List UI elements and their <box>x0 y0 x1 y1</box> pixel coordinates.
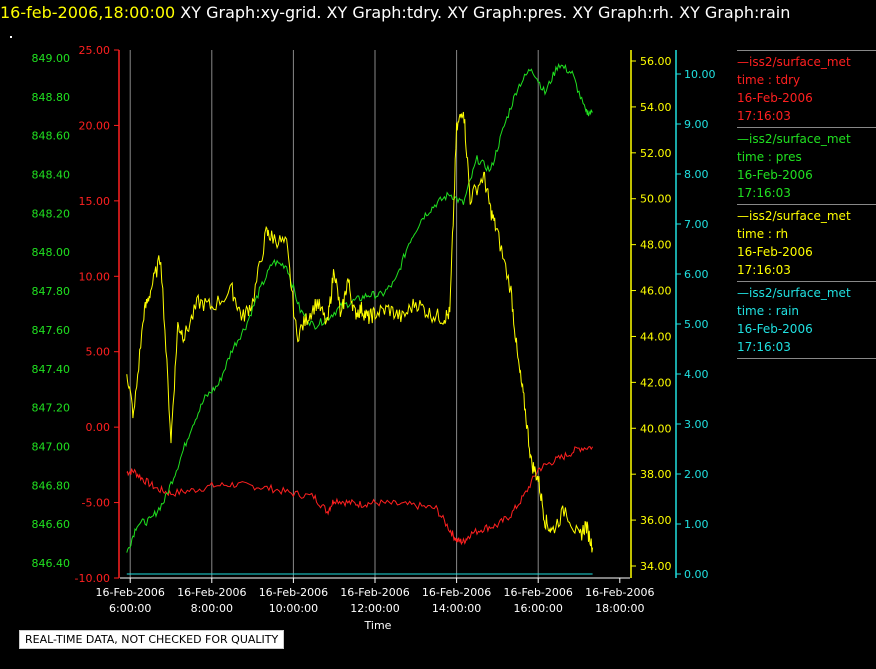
pres-y-tick-label: 846.80 <box>32 479 71 492</box>
pres-y-tick-label: 846.60 <box>32 518 71 531</box>
pres-y-tick-label: 846.40 <box>32 557 71 570</box>
pres-y-tick-label: 848.60 <box>32 130 71 143</box>
legend: —iss2/surface_met time : tdry 16-Feb-2006 1… <box>737 50 876 359</box>
rh-y-tick-label: 38.00 <box>640 468 672 481</box>
rh-y-tick-label: 54.00 <box>640 101 672 114</box>
legend-time: 17:16:03 <box>737 263 791 277</box>
legend-line: —iss2/surface_met <box>737 286 851 300</box>
pres-y-tick-label: 847.00 <box>32 440 71 453</box>
pres-y-tick-label: 849.00 <box>32 52 71 65</box>
tdry-y-tick-label: 10.00 <box>79 270 111 283</box>
pres-y-tick-label: 848.20 <box>32 207 71 220</box>
pres-y-tick-label: 847.20 <box>32 402 71 415</box>
rain-y-tick-label: 6.00 <box>684 268 709 281</box>
series-line-pres <box>126 62 593 553</box>
rain-y-tick-label: 10.00 <box>684 68 716 81</box>
rh-y-tick-label: 42.00 <box>640 376 672 389</box>
x-tick-time: 6:00:00 <box>109 602 151 615</box>
rh-y-tick-label: 44.00 <box>640 330 672 343</box>
legend-date: 16-Feb-2006 <box>737 168 813 182</box>
tdry-y-tick-label: -5.00 <box>82 497 110 510</box>
x-tick-time: 14:00:00 <box>432 602 481 615</box>
tdry-y-tick-label: 20.00 <box>79 119 111 132</box>
x-tick-time: 18:00:00 <box>595 602 644 615</box>
rain-y-tick-label: 0.00 <box>684 568 709 581</box>
pres-y-tick-label: 847.80 <box>32 285 71 298</box>
legend-line: —iss2/surface_met <box>737 132 851 146</box>
pres-y-tick-label: 847.40 <box>32 363 71 376</box>
rain-y-tick-label: 1.00 <box>684 518 709 531</box>
tdry-y-tick-label: 0.00 <box>86 421 111 434</box>
rain-y-tick-label: 3.00 <box>684 418 709 431</box>
series-line-tdry <box>126 445 594 546</box>
x-tick-time: 8:00:00 <box>191 602 233 615</box>
rh-y-tick-label: 36.00 <box>640 514 672 527</box>
pres-y-tick-label: 848.80 <box>32 91 71 104</box>
rh-y-tick-label: 34.00 <box>640 560 672 573</box>
legend-time: 17:16:03 <box>737 186 791 200</box>
x-tick-date: 16-Feb-2006 <box>177 586 246 599</box>
header-datetime: 16-feb-2006,18:00:00 <box>0 3 176 22</box>
header-graph-list: XY Graph:xy-grid. XY Graph:tdry. XY Grap… <box>180 3 791 22</box>
x-tick-date: 16-Feb-2006 <box>585 586 654 599</box>
legend-var: time : pres <box>737 150 802 164</box>
legend-line: —iss2/surface_met <box>737 209 851 223</box>
x-tick-date: 16-Feb-2006 <box>259 586 328 599</box>
pres-y-tick-label: 848.00 <box>32 246 71 259</box>
rain-y-tick-label: 4.00 <box>684 368 709 381</box>
pres-y-tick-label: 848.40 <box>32 169 71 182</box>
quality-notice: REAL-TIME DATA, NOT CHECKED FOR QUALITY <box>19 630 285 649</box>
tdry-y-tick-label: 15.00 <box>79 195 111 208</box>
chart-header: 16-feb-2006,18:00:00 XY Graph:xy-grid. X… <box>0 3 790 25</box>
x-axis-label: Time <box>364 619 392 632</box>
legend-line: —iss2/surface_met <box>737 55 851 69</box>
rh-y-tick-label: 46.00 <box>640 285 672 298</box>
rh-y-tick-label: 48.00 <box>640 239 672 252</box>
rh-y-tick-label: 52.00 <box>640 147 672 160</box>
series-line-rh <box>126 111 594 553</box>
legend-date: 16-Feb-2006 <box>737 245 813 259</box>
rain-y-tick-label: 5.00 <box>684 318 709 331</box>
legend-time: 17:16:03 <box>737 109 791 123</box>
tdry-y-tick-label: 5.00 <box>86 346 111 359</box>
legend-date: 16-Feb-2006 <box>737 322 813 336</box>
marker-dot <box>10 36 12 38</box>
legend-time: 17:16:03 <box>737 340 791 354</box>
legend-date: 16-Feb-2006 <box>737 91 813 105</box>
tdry-y-tick-label: -10.00 <box>75 572 110 585</box>
tdry-y-tick-label: 25.00 <box>79 44 111 57</box>
legend-var: time : tdry <box>737 73 801 87</box>
rh-y-tick-label: 50.00 <box>640 193 672 206</box>
rain-y-tick-label: 9.00 <box>684 118 709 131</box>
x-tick-date: 16-Feb-2006 <box>340 586 409 599</box>
x-tick-date: 16-Feb-2006 <box>95 586 164 599</box>
x-tick-time: 10:00:00 <box>269 602 318 615</box>
x-tick-date: 16-Feb-2006 <box>422 586 491 599</box>
rain-y-tick-label: 7.00 <box>684 218 709 231</box>
time-series-chart: 16-Feb-2006 6:00:00 16-Feb-2006 8:00:00 16-F… <box>32 44 716 632</box>
legend-var: time : rain <box>737 304 800 318</box>
x-tick-time: 16:00:00 <box>513 602 562 615</box>
x-tick-time: 12:00:00 <box>350 602 399 615</box>
rain-y-tick-label: 2.00 <box>684 468 709 481</box>
x-tick-date: 16-Feb-2006 <box>503 586 572 599</box>
rain-y-tick-label: 8.00 <box>684 168 709 181</box>
rh-y-tick-label: 40.00 <box>640 422 672 435</box>
legend-var: time : rh <box>737 227 789 241</box>
pres-y-tick-label: 847.60 <box>32 324 71 337</box>
rh-y-tick-label: 56.00 <box>640 55 672 68</box>
